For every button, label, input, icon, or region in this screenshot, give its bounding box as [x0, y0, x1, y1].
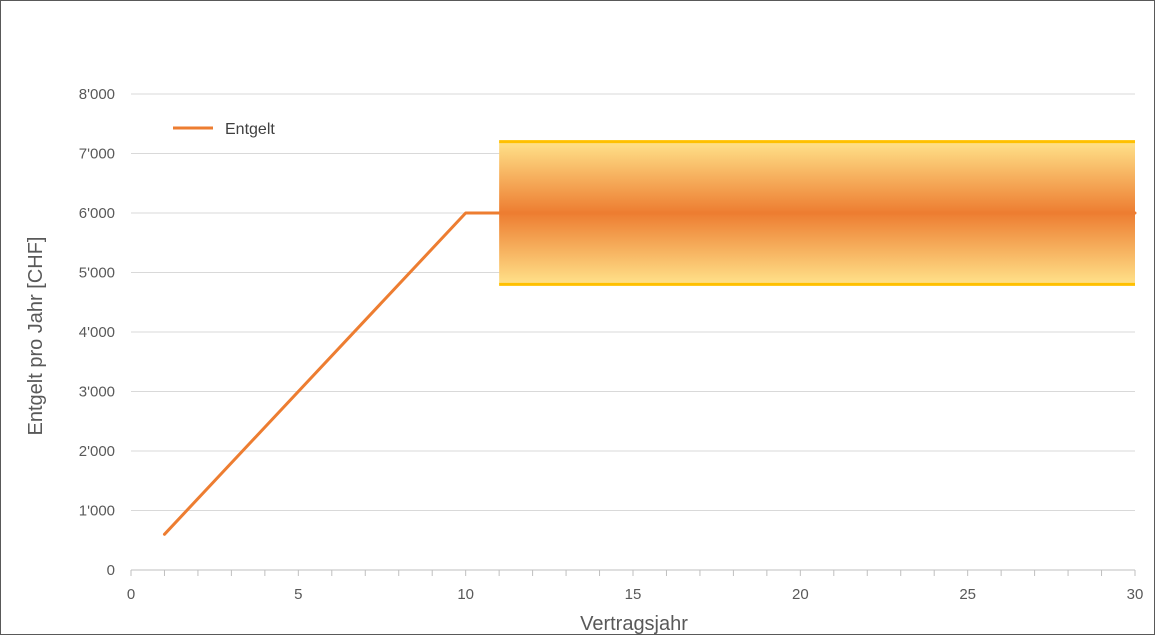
y-axis-title: Entgelt pro Jahr [CHF] — [25, 237, 47, 436]
series-layer — [162, 211, 1137, 536]
y-tick-label: 1'000 — [79, 503, 115, 520]
series-line-entgelt — [162, 211, 1137, 536]
x-tick-label: 30 — [1127, 586, 1144, 603]
y-tick-label: 6'000 — [79, 205, 115, 222]
y-tick-label: 2'000 — [79, 443, 115, 460]
legend: Entgelt — [173, 121, 275, 138]
x-axis-title: Vertragsjahr — [580, 613, 688, 635]
y-tick-label: 8'000 — [79, 86, 115, 103]
x-tick-label: 15 — [625, 586, 642, 603]
y-tick-label: 3'000 — [79, 384, 115, 401]
legend-label-entgelt: Entgelt — [225, 121, 275, 138]
x-tick-label: 10 — [457, 586, 474, 603]
x-tick-label: 25 — [959, 586, 976, 603]
y-tick-label: 4'000 — [79, 324, 115, 341]
x-tick-label: 20 — [792, 586, 809, 603]
axes: 0 1'000 2'000 3'000 4'000 5'000 6'000 7'000 8'00… — [79, 86, 1144, 603]
x-tick-label: 0 — [127, 586, 135, 603]
y-tick-label: 7'000 — [79, 146, 115, 163]
y-tick-label: 0 — [107, 562, 115, 579]
x-tick-label: 5 — [294, 586, 302, 603]
y-tick-label: 5'000 — [79, 265, 115, 282]
